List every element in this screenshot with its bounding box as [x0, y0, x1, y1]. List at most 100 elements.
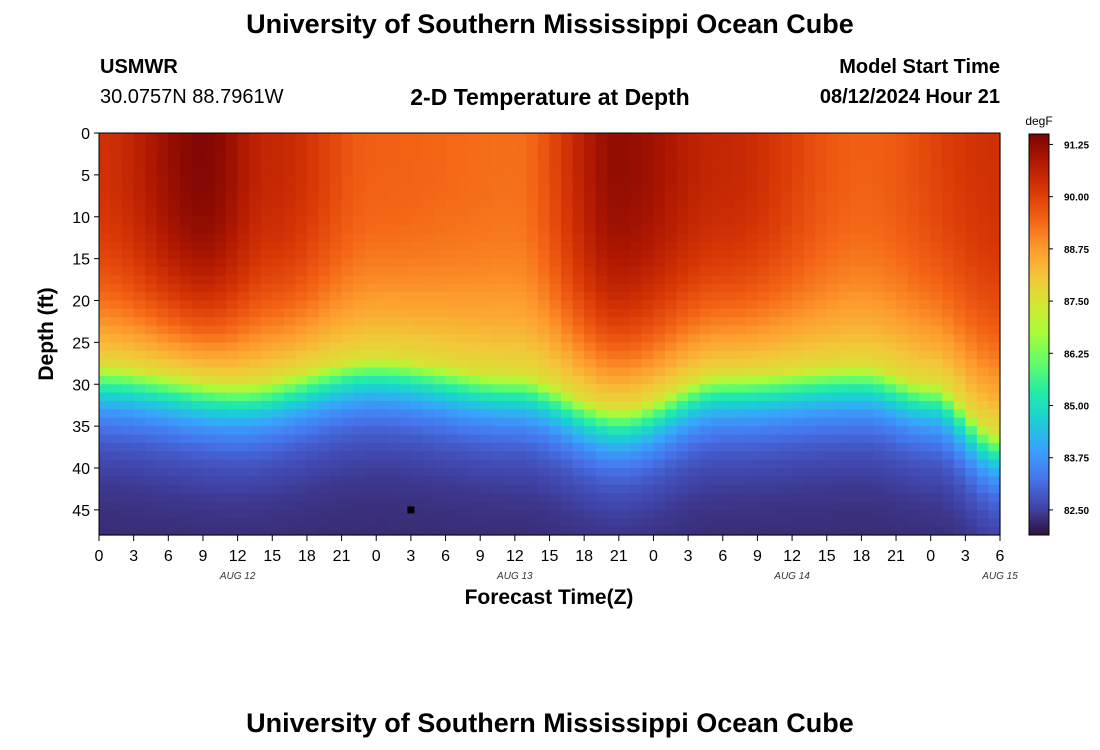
heatmap-cell — [965, 518, 978, 528]
heatmap-cell — [410, 225, 424, 235]
heatmap-cell — [665, 225, 678, 235]
heatmap-cell — [665, 359, 678, 369]
heatmap-cell — [595, 392, 608, 402]
heatmap-cell — [803, 384, 816, 394]
heatmap-cell — [607, 342, 620, 352]
heatmap-cell — [953, 526, 966, 536]
heatmap-cell — [584, 501, 597, 511]
heatmap-cell — [861, 350, 874, 360]
heatmap-cell — [734, 250, 747, 260]
heatmap-cell — [665, 392, 678, 402]
heatmap-cell — [722, 258, 735, 268]
heatmap-cell — [953, 158, 966, 168]
heatmap-cell — [191, 401, 204, 410]
heatmap-cell — [330, 300, 343, 310]
heatmap-cell — [907, 241, 920, 251]
heatmap-cell — [572, 325, 585, 335]
heatmap-cell — [988, 493, 1001, 503]
heatmap-cell — [607, 401, 620, 410]
heatmap-cell — [260, 275, 273, 285]
heatmap-cell — [896, 384, 909, 394]
heatmap-cell — [907, 493, 920, 503]
heatmap-cell — [491, 501, 504, 511]
heatmap-cell — [630, 283, 643, 293]
heatmap-cell — [780, 484, 793, 494]
heatmap-cell — [249, 375, 262, 385]
heatmap-cell — [491, 191, 504, 201]
heatmap-cell — [503, 317, 516, 327]
heatmap-cell — [399, 509, 412, 519]
heatmap-cell — [491, 300, 504, 310]
heatmap-cell — [133, 317, 146, 327]
heatmap-cell — [226, 258, 239, 268]
heatmap-cell — [110, 434, 123, 444]
heatmap-cell — [815, 166, 828, 176]
heatmap-cell — [549, 174, 562, 184]
heatmap-cell — [306, 250, 320, 260]
heatmap-cell — [353, 241, 366, 251]
heatmap-cell — [387, 359, 400, 369]
heatmap-cell — [457, 484, 470, 494]
heatmap-cell — [226, 325, 239, 335]
heatmap-cell — [965, 392, 978, 402]
heatmap-cell — [168, 417, 181, 427]
heatmap-cell — [260, 468, 273, 477]
heatmap-cell — [260, 250, 273, 260]
heatmap-cell — [734, 484, 747, 494]
heatmap-cell — [618, 191, 631, 201]
heatmap-cell — [364, 409, 377, 419]
heatmap-cell — [896, 468, 909, 477]
heatmap-cell — [318, 158, 331, 168]
heatmap-cell — [514, 476, 527, 486]
x-tick-label: 3 — [684, 548, 693, 565]
heatmap-cell — [191, 300, 204, 310]
heatmap-cell — [768, 468, 782, 477]
heatmap-cell — [792, 191, 805, 201]
heatmap-cell — [572, 233, 585, 243]
heatmap-cell — [711, 233, 724, 243]
heatmap-cell — [919, 526, 932, 536]
heatmap-cell — [260, 267, 273, 276]
heatmap-cell — [341, 275, 354, 285]
heatmap-cell — [711, 334, 724, 343]
heatmap-cell — [445, 267, 458, 276]
heatmap-cell — [688, 275, 701, 285]
heatmap-cell — [445, 468, 458, 477]
heatmap-cell — [884, 442, 897, 452]
heatmap-cell — [514, 149, 527, 159]
heatmap-cell — [110, 225, 123, 235]
heatmap-cell — [202, 526, 216, 536]
heatmap-cell — [919, 501, 932, 511]
heatmap-cell — [376, 426, 389, 436]
heatmap-cell — [595, 518, 608, 528]
heatmap-cell — [491, 359, 504, 369]
heatmap-cell — [295, 141, 308, 151]
heatmap-cell — [457, 367, 470, 377]
heatmap-cell — [584, 493, 597, 503]
heatmap-cell — [387, 392, 400, 402]
heatmap-cell — [341, 216, 354, 226]
heatmap-cell — [503, 526, 516, 536]
heatmap-cell — [99, 493, 112, 503]
heatmap-cell — [826, 426, 839, 436]
heatmap-cell — [988, 225, 1001, 235]
heatmap-cell — [907, 342, 920, 352]
heatmap-cell — [988, 325, 1001, 335]
heatmap-cell — [133, 308, 146, 318]
heatmap-cell — [295, 225, 308, 235]
heatmap-cell — [595, 283, 608, 293]
heatmap-cell — [595, 267, 608, 276]
heatmap-cell — [849, 392, 862, 402]
heatmap-cell — [930, 484, 943, 494]
heatmap-cell — [457, 216, 470, 226]
heatmap-cell — [965, 384, 978, 394]
heatmap-cell — [156, 476, 169, 486]
heatmap-cell — [353, 442, 366, 452]
heatmap-cell — [156, 166, 169, 176]
heatmap-cell — [249, 518, 262, 528]
heatmap-cell — [907, 149, 920, 159]
heatmap-cell — [503, 409, 516, 419]
heatmap-cell — [468, 133, 481, 142]
heatmap-cell — [179, 250, 193, 260]
heatmap-cell — [861, 367, 874, 377]
